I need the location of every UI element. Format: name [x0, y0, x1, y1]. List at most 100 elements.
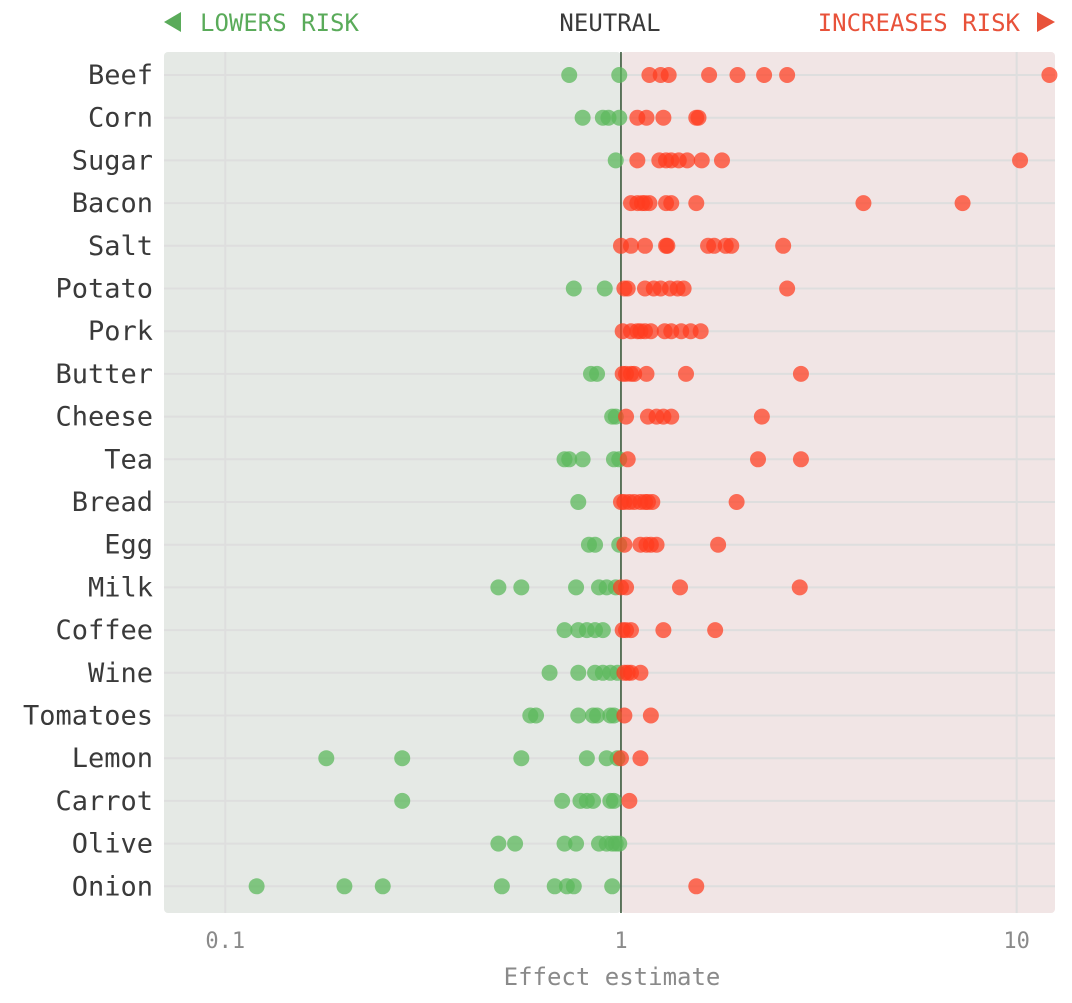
data-point [594, 622, 611, 639]
data-point [792, 451, 809, 468]
data-point [723, 237, 740, 254]
data-point [570, 494, 587, 510]
data-point [659, 237, 676, 254]
data-point [1012, 152, 1029, 169]
data-point [596, 280, 613, 297]
data-point [541, 664, 558, 681]
data-point [663, 408, 680, 425]
data-point [248, 878, 265, 895]
data-point [775, 237, 792, 254]
data-point [679, 152, 696, 169]
category-label: Wine [88, 658, 153, 689]
category-label: Milk [88, 572, 153, 603]
data-point [546, 878, 563, 895]
data-point [779, 67, 796, 83]
x-tick-label: 0.1 [205, 929, 245, 954]
data-point [589, 707, 606, 724]
data-point [641, 67, 658, 83]
data-point [616, 536, 633, 553]
data-point [954, 195, 971, 212]
plot-area [164, 52, 1055, 913]
data-point [728, 494, 745, 510]
data-point [621, 792, 638, 809]
category-label: Bacon [72, 188, 153, 219]
data-point [570, 664, 587, 681]
category-label: Carrot [55, 786, 153, 817]
data-point [660, 67, 677, 83]
data-point [638, 365, 655, 382]
increases-risk-zone [620, 52, 1055, 913]
data-point [648, 536, 665, 553]
data-point [618, 579, 635, 596]
data-point [622, 622, 639, 639]
data-point [578, 750, 595, 767]
category-label: Pork [88, 316, 153, 347]
data-point [394, 792, 411, 809]
data-point [791, 579, 808, 596]
data-point [513, 579, 530, 596]
data-point [688, 195, 705, 212]
data-point [585, 792, 602, 809]
data-point [710, 536, 727, 553]
data-point [528, 707, 545, 724]
data-point [612, 750, 629, 767]
category-label: Salt [88, 231, 153, 262]
data-point [574, 451, 591, 468]
data-point [587, 536, 604, 553]
data-point [556, 835, 573, 852]
data-point [663, 195, 680, 212]
x-tick-label: 10 [1003, 929, 1030, 954]
data-point [642, 323, 659, 340]
category-label: Tea [104, 444, 153, 475]
data-point [655, 109, 672, 126]
data-point [632, 664, 649, 681]
right-arrow-icon [1037, 12, 1055, 32]
increases-risk-label: INCREASES RISK [818, 9, 1021, 37]
data-point [713, 152, 730, 169]
data-point [556, 622, 573, 639]
category-label: Corn [88, 103, 153, 134]
data-point [493, 878, 510, 895]
data-point [706, 237, 723, 254]
data-point [611, 67, 628, 83]
data-point [568, 579, 585, 596]
data-point [604, 878, 621, 895]
data-point [616, 707, 633, 724]
data-point [672, 579, 689, 596]
lowers-risk-label: LOWERS RISK [200, 9, 359, 37]
data-point [641, 195, 658, 212]
data-point [605, 792, 622, 809]
chart-header: LOWERS RISK NEUTRAL INCREASES RISK [164, 9, 1055, 37]
data-point [632, 750, 649, 767]
x-tick-labels: 0.1 1 10 [205, 929, 1029, 954]
data-point [318, 750, 335, 767]
data-point [574, 109, 591, 126]
lowers-risk-zone [164, 52, 621, 913]
data-point [688, 878, 705, 895]
category-label: Cheese [55, 402, 153, 433]
data-point [792, 365, 809, 382]
data-point [490, 835, 507, 852]
data-point [513, 750, 530, 767]
data-point [565, 280, 582, 297]
category-label: Olive [72, 829, 153, 860]
data-point [589, 365, 606, 382]
data-point [779, 280, 796, 297]
x-tick-label: 1 [614, 929, 627, 954]
data-points [248, 67, 1058, 895]
category-label: Tomatoes [23, 701, 153, 732]
data-point [561, 451, 578, 468]
category-label: Coffee [55, 615, 153, 646]
data-point [619, 280, 636, 297]
data-point [636, 237, 653, 254]
data-point [638, 109, 655, 126]
data-point [374, 878, 391, 895]
data-point [622, 237, 639, 254]
data-point [750, 451, 767, 468]
data-point [570, 707, 587, 724]
left-arrow-icon [164, 12, 181, 32]
category-label: Bread [72, 487, 153, 518]
category-label: Egg [104, 530, 153, 561]
data-point [855, 195, 872, 212]
